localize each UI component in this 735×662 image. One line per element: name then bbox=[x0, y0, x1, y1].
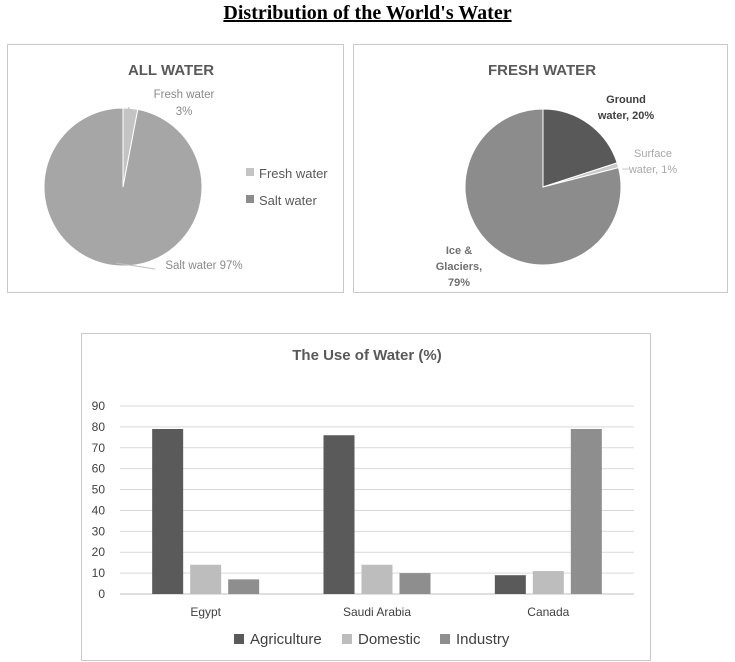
ice-glaciers-label-line3: 79% bbox=[448, 277, 470, 289]
legend-swatch-domestic bbox=[342, 634, 352, 644]
y-tick-label: 70 bbox=[92, 441, 106, 455]
y-tick-label: 90 bbox=[92, 399, 106, 413]
legend: Agriculture Domestic Industry bbox=[234, 631, 510, 648]
x-tick-label: Saudi Arabia bbox=[343, 605, 411, 619]
bar-industry-canada bbox=[570, 428, 602, 594]
y-tick-label: 60 bbox=[92, 462, 106, 476]
legend-swatch-salt-water bbox=[246, 195, 254, 203]
page-title: Distribution of the World's Water bbox=[223, 2, 512, 24]
y-tick-label: 50 bbox=[92, 483, 106, 497]
bar-domestic-egypt bbox=[190, 564, 222, 594]
y-tick-labels: 0 10 20 30 40 50 60 70 80 90 bbox=[92, 399, 106, 601]
pie-slices bbox=[464, 108, 622, 266]
fresh-water-label-name: Fresh water bbox=[154, 89, 215, 101]
legend-label-industry: Industry bbox=[456, 631, 510, 648]
legend-swatch-fresh-water bbox=[246, 168, 254, 176]
ground-water-label-line1: Ground bbox=[606, 94, 646, 106]
y-tick-label: 0 bbox=[98, 587, 105, 601]
chart-title: FRESH WATER bbox=[488, 62, 596, 79]
pie-slice-salt-water bbox=[43, 107, 203, 267]
legend-label-domestic: Domestic bbox=[358, 631, 421, 648]
bar-agriculture-egypt bbox=[152, 428, 184, 594]
legend-label-salt-water: Salt water bbox=[259, 193, 317, 208]
salt-water-label: Salt water 97% bbox=[165, 260, 242, 272]
bar-agriculture-saudi-arabia bbox=[323, 435, 355, 594]
chart-title: The Use of Water (%) bbox=[292, 347, 441, 364]
y-tick-label: 30 bbox=[92, 524, 106, 538]
legend-swatch-agriculture bbox=[234, 634, 244, 644]
fresh-water-leader-line bbox=[127, 106, 135, 116]
y-tick-label: 20 bbox=[92, 545, 106, 559]
y-tick-label: 10 bbox=[92, 566, 106, 580]
pie-slice-ground-water bbox=[542, 108, 618, 188]
y-tick-label: 80 bbox=[92, 420, 106, 434]
fresh-water-label-value: 3% bbox=[176, 106, 193, 118]
fresh-water-pie-svg: FRESH WATER Ground water, 20% Surface wa… bbox=[436, 62, 678, 289]
bar-agriculture-canada bbox=[494, 575, 526, 594]
ice-glaciers-label-line1: Ice & bbox=[446, 245, 472, 257]
pie-slice-ice-glaciers bbox=[464, 108, 622, 266]
x-tick-label: Canada bbox=[527, 605, 569, 619]
bars bbox=[152, 428, 602, 594]
bar-industry-egypt bbox=[228, 579, 260, 594]
pie-slices bbox=[43, 107, 203, 267]
surface-water-label-line2: water, 1% bbox=[628, 164, 678, 176]
all-water-chart: ALL WATER Fresh water 3% Salt water 97% … bbox=[7, 44, 344, 293]
x-tick-labels: Egypt Saudi Arabia Canada bbox=[190, 605, 569, 619]
bar-domestic-saudi-arabia bbox=[361, 564, 393, 594]
chart-title: ALL WATER bbox=[128, 62, 214, 79]
water-use-chart: The Use of Water (%) 0 10 20 30 40 50 60 70 80 90… bbox=[81, 333, 651, 661]
bar-industry-saudi-arabia bbox=[399, 573, 431, 594]
salt-water-leader-line bbox=[115, 262, 156, 270]
bar-domestic-canada bbox=[532, 571, 564, 594]
x-tick-label: Egypt bbox=[190, 605, 221, 619]
surface-water-label-line1: Surface bbox=[634, 148, 672, 160]
legend-label-agriculture: Agriculture bbox=[250, 631, 322, 648]
legend-label-fresh-water: Fresh water bbox=[259, 166, 328, 181]
fresh-water-chart: FRESH WATER Ground water, 20% Surface wa… bbox=[353, 44, 728, 293]
ice-glaciers-label-line2: Glaciers, bbox=[436, 261, 482, 273]
all-water-pie-svg: ALL WATER Fresh water 3% Salt water 97% … bbox=[43, 62, 328, 272]
legend-swatch-industry bbox=[440, 634, 450, 644]
water-use-bar-svg: The Use of Water (%) 0 10 20 30 40 50 60 70 80 90… bbox=[92, 347, 634, 648]
y-tick-label: 40 bbox=[92, 503, 106, 517]
ground-water-label-line2: water, 20% bbox=[597, 110, 654, 122]
